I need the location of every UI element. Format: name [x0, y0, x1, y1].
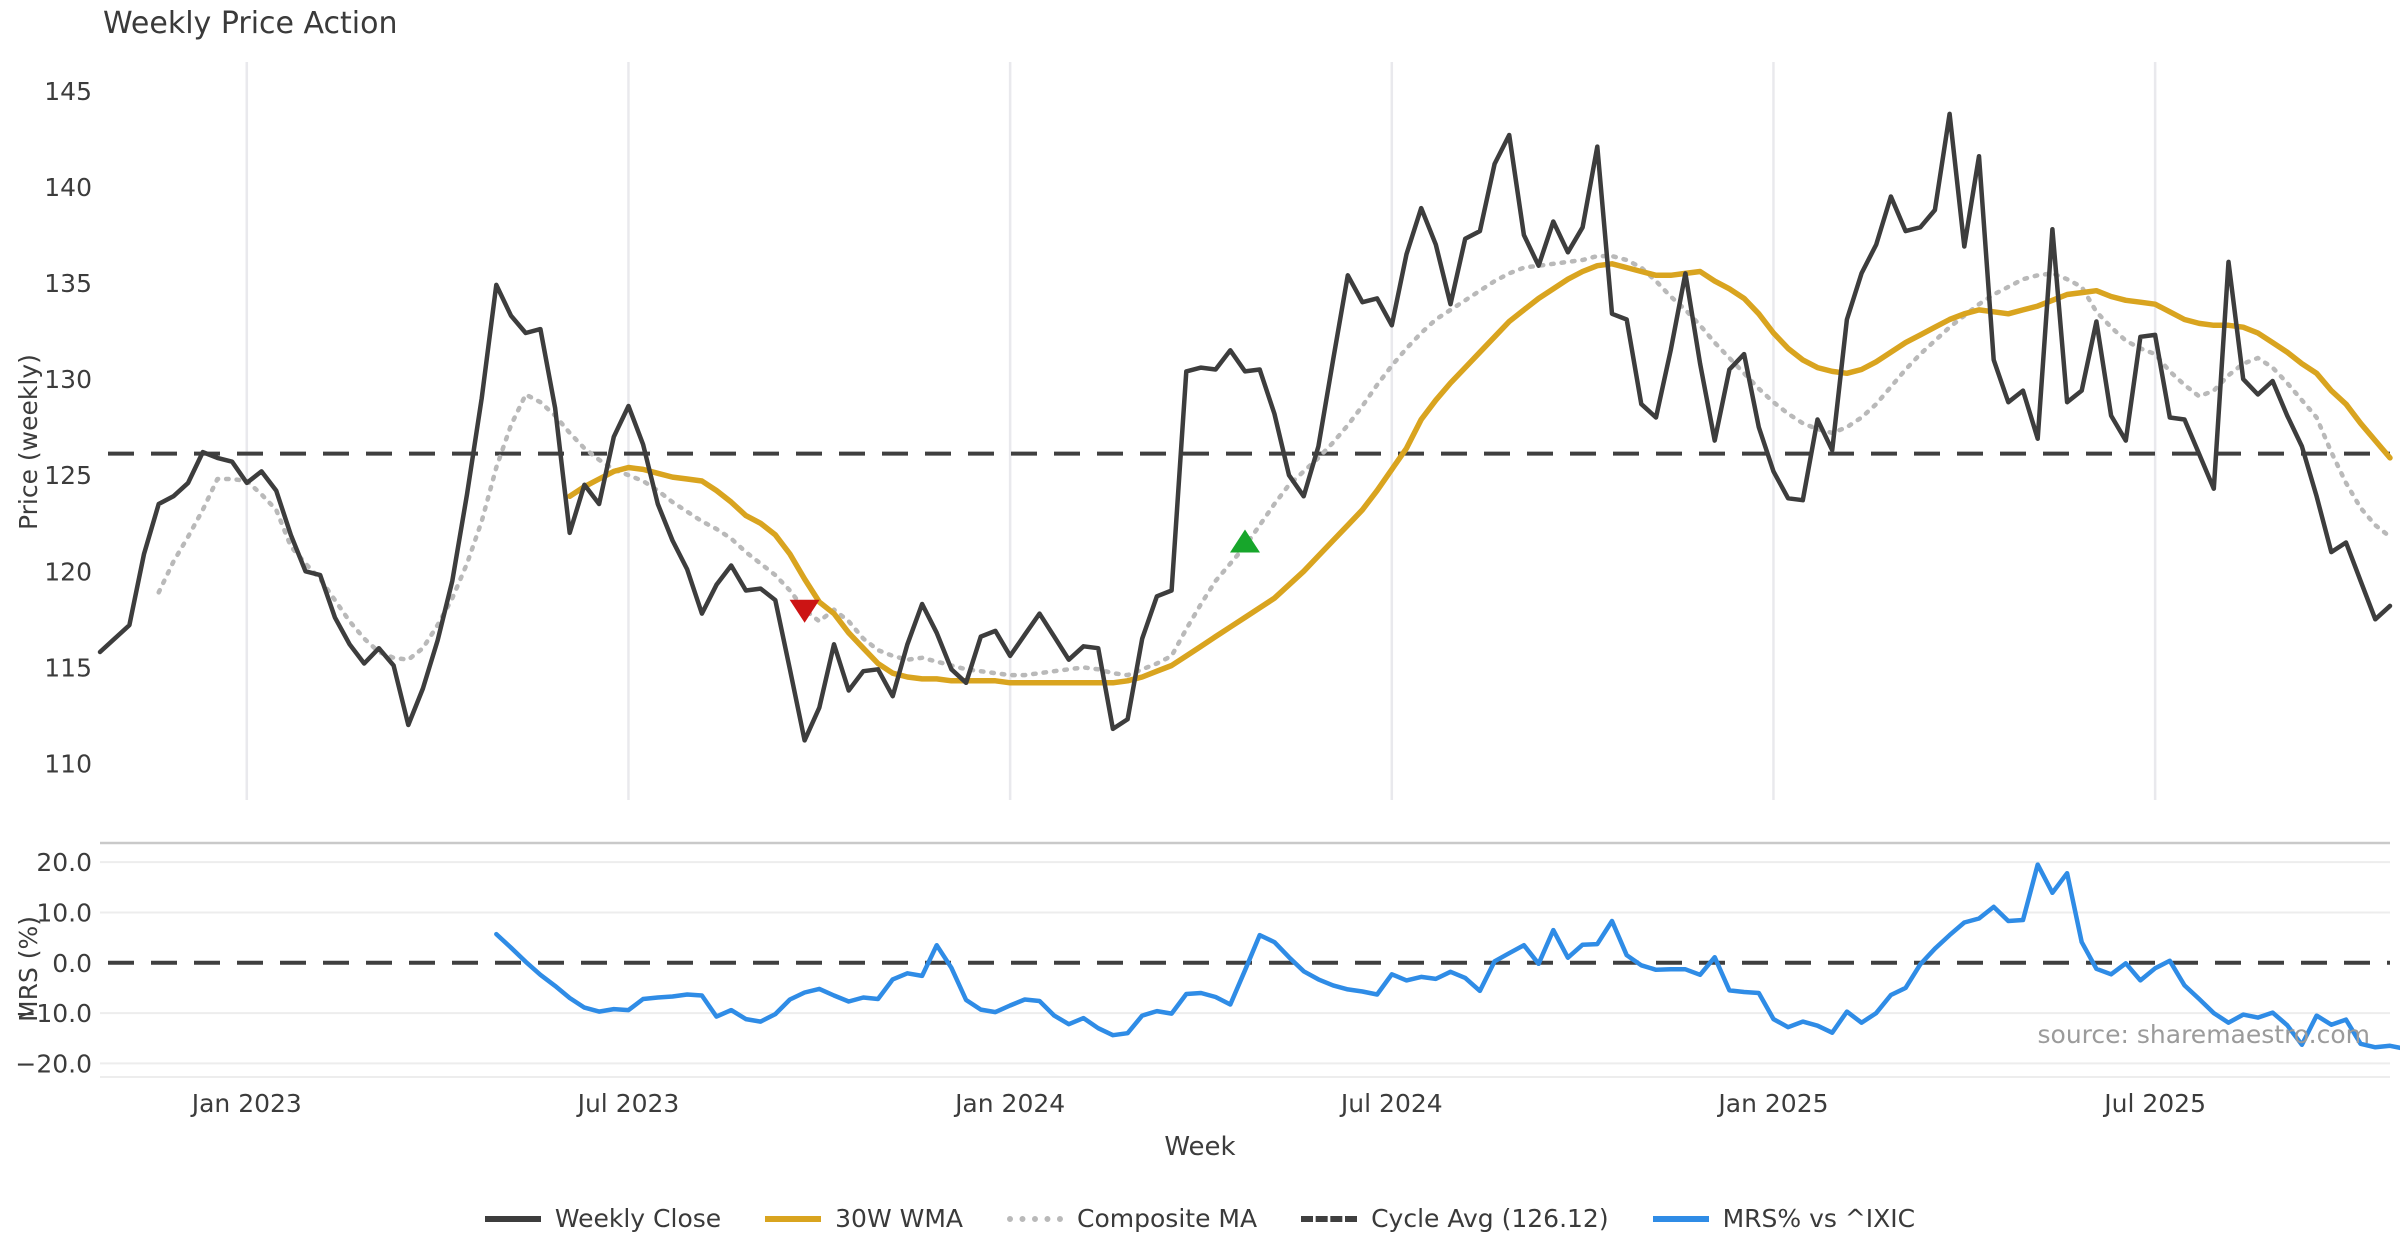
legend-label: Cycle Avg (126.12)	[1371, 1204, 1609, 1233]
x-axis-label: Week	[1164, 1132, 1236, 1162]
source-note: source: sharemaestro.com	[2037, 1020, 2371, 1049]
mrs-line	[494, 862, 2400, 1051]
legend-swatch	[765, 1215, 822, 1222]
price-tick-label: 115	[44, 653, 92, 682]
mrs-tick-label: −20.0	[15, 1049, 92, 1078]
legend-swatch	[1007, 1215, 1064, 1222]
buy-signal-marker	[1230, 529, 1260, 553]
price-axis-label: Price (weekly)	[14, 354, 43, 530]
legend-item-composite-ma: Composite MA	[1007, 1204, 1257, 1233]
mrs-tick-label: 20.0	[36, 848, 92, 877]
legend-item-mrs-vs-ixic: MRS% vs ^IXIC	[1652, 1204, 1916, 1233]
signal-markers-layer	[789, 529, 1260, 623]
wma30-line	[566, 261, 2393, 686]
price-tick-label: 145	[44, 77, 92, 106]
x-tick-label: Jan 2023	[190, 1089, 302, 1118]
legend: Weekly Close 30W WMA Composite MA Cycle Avg…	[0, 1204, 2400, 1233]
mrs-tick-label: −10.0	[15, 999, 92, 1028]
page-title: Weekly Price Action	[103, 6, 398, 41]
price-tick-label: 140	[44, 173, 92, 202]
x-tick-label: Jan 2025	[1716, 1089, 1828, 1118]
x-tick-label: Jul 2023	[576, 1089, 680, 1118]
tick-labels-layer: 145 140 135 130 125 120 115 110 20.0 10.0 0.0 −10.0…	[15, 77, 2206, 1118]
gridlines-layer	[100, 62, 2390, 1078]
mrs-tick-label: 0.0	[52, 949, 92, 978]
legend-swatch	[1301, 1215, 1358, 1222]
sell-signal-marker	[789, 599, 820, 623]
legend-item-cycle-avg-126-12-: Cycle Avg (126.12)	[1301, 1204, 1609, 1233]
x-tick-label: Jul 2025	[2102, 1089, 2206, 1118]
legend-label: MRS% vs ^IXIC	[1722, 1204, 1916, 1233]
price-tick-label: 120	[44, 557, 92, 586]
series-layer	[97, 111, 2400, 1051]
price-tick-label: 135	[44, 269, 92, 298]
legend-item-30w-wma: 30W WMA	[765, 1204, 963, 1233]
x-tick-label: Jan 2024	[953, 1089, 1065, 1118]
composite-ma-line	[156, 253, 2393, 678]
legend-swatch	[1652, 1215, 1709, 1222]
legend-label: Composite MA	[1077, 1204, 1258, 1233]
price-tick-label: 125	[44, 461, 92, 490]
legend-label: Weekly Close	[554, 1204, 722, 1233]
x-tick-label: Jul 2024	[1339, 1089, 1443, 1118]
mrs-axis-label: MRS (%)	[14, 915, 43, 1022]
price-tick-label: 130	[44, 365, 92, 394]
weekly-close-line	[97, 111, 2393, 743]
legend-swatch	[484, 1215, 541, 1222]
mrs-tick-label: 10.0	[36, 898, 92, 927]
price-tick-label: 110	[44, 749, 92, 778]
legend-item-weekly-close: Weekly Close	[484, 1204, 722, 1233]
legend-label: 30W WMA	[835, 1204, 964, 1233]
